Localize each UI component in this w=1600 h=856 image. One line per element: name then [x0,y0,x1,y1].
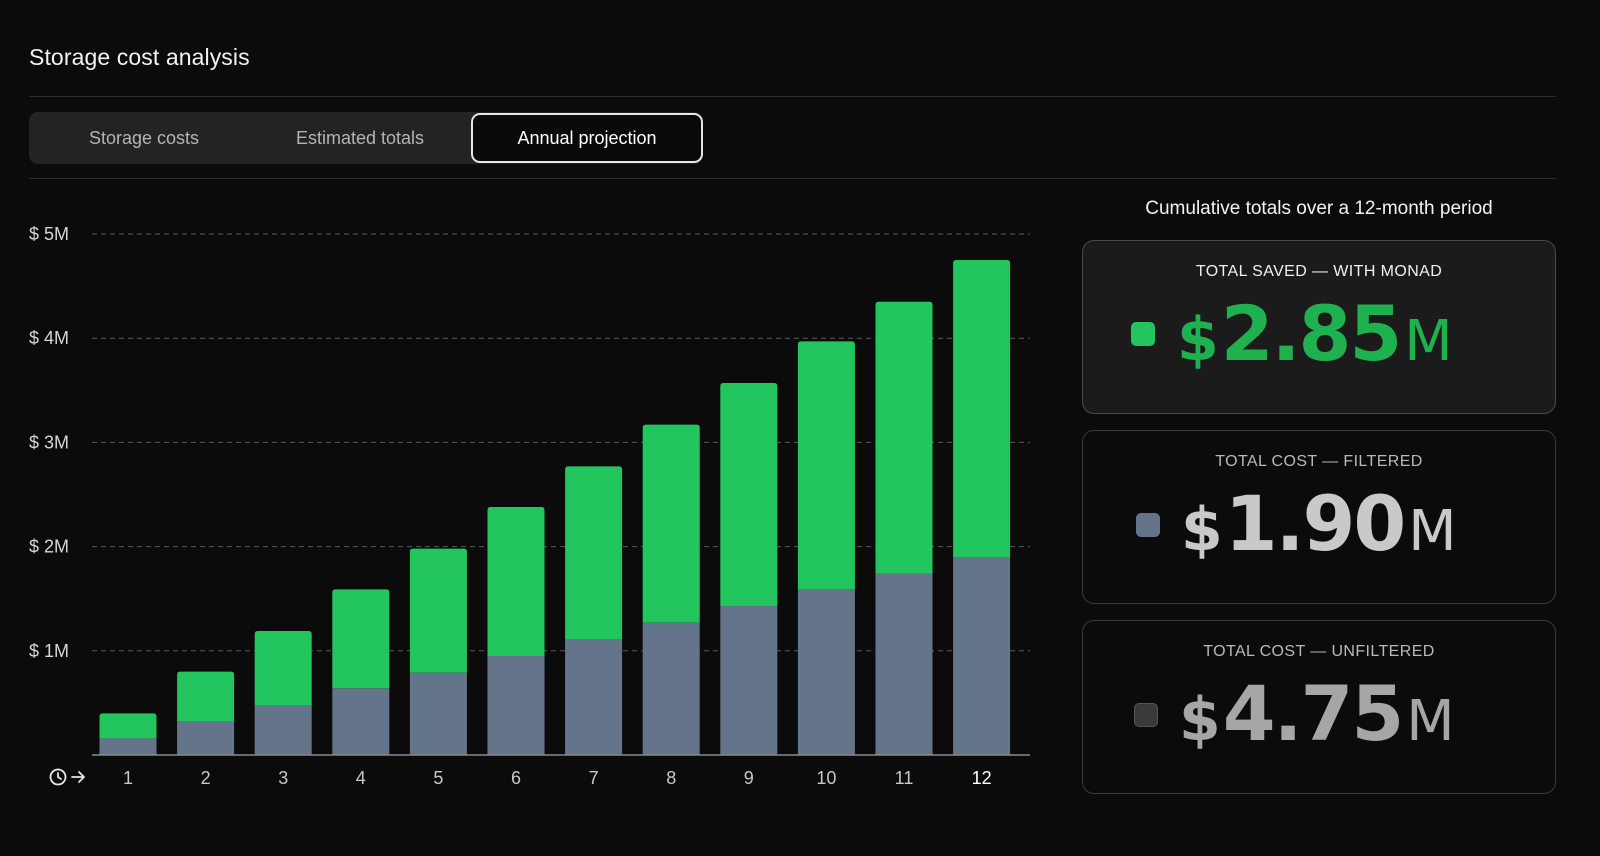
bar-segment-saved [953,260,1011,558]
legend-swatch-filtered [1136,513,1160,537]
card-total-cost-unfiltered: TOTAL COST — UNFILTERED $ 4.75 M [1082,620,1556,794]
x-tick-label: 7 [589,768,599,788]
bar-segment-saved [177,671,235,722]
currency-symbol: $ [1181,495,1223,565]
amount-unit: M [1406,689,1455,754]
bar-segment-saved [254,631,312,705]
tab-annual-projection[interactable]: Annual projection [471,113,703,163]
legend-swatch-unfiltered [1134,703,1158,727]
tab-estimated-totals[interactable]: Estimated totals [295,127,425,148]
x-tick-label: 5 [433,768,443,788]
x-tick-label: 12 [972,768,992,788]
card-total-cost-filtered: TOTAL COST — FILTERED $ 1.90 M [1082,430,1556,604]
y-tick-label: $ 1M [29,641,69,661]
bar-segment-filtered [254,704,312,755]
bar-segment-filtered [332,688,390,755]
x-tick-label: 1 [123,768,133,788]
bar-segment-filtered [177,721,235,755]
bar-segment-filtered [953,557,1011,755]
y-tick-label: $ 3M [29,432,69,452]
currency-symbol: $ [1179,685,1221,755]
bar-segment-filtered [797,589,855,755]
bar-segment-saved [409,548,467,673]
amount-unit: M [1408,499,1457,564]
tab-storage-costs[interactable]: Storage costs [88,127,200,148]
card-label: TOTAL COST — UNFILTERED [1203,643,1435,660]
bar-segment-saved [642,424,700,623]
bar-segment-saved [99,713,157,739]
amount-value: $ 4.75 M [1179,669,1455,759]
y-tick-label: $ 5M [29,224,69,244]
amount-number: 1.90 [1224,479,1407,568]
clock-arrow-icon [49,768,85,786]
x-tick-label: 6 [511,768,521,788]
amount-unit: M [1404,309,1453,374]
tabs-divider [29,178,1556,179]
summary-title: Cumulative totals over a 12-month period [1145,198,1493,219]
legend-swatch-saved [1131,322,1155,346]
x-tick-label: 3 [278,768,288,788]
card-label: TOTAL SAVED — WITH MONAD [1195,263,1443,280]
bar-segment-filtered [875,573,933,755]
x-tick-label: 10 [816,768,836,788]
amount-number: 2.85 [1220,289,1403,378]
bar-segment-saved [797,341,855,590]
x-tick-label: 4 [356,768,366,788]
bar-segment-filtered [99,738,157,755]
bar-segment-saved [332,589,390,689]
tab-bar: Storage costs Estimated totals Annual pr… [29,112,703,164]
x-tick-label: 2 [201,768,211,788]
bar-segment-saved [487,507,545,657]
header-divider [29,96,1556,97]
x-tick-label: 11 [895,768,914,788]
y-tick-label: $ 2M [29,537,69,557]
x-tick-label: 9 [744,768,754,788]
card-label: TOTAL COST — FILTERED [1215,453,1423,470]
y-tick-label: $ 4M [29,328,69,348]
card-total-saved: TOTAL SAVED — WITH MONAD $ 2.85 M [1082,240,1556,414]
stacked-bar-chart: $ 1M$ 2M$ 3M$ 4M$ 5M1 2 3 4 5 6 7 8 9 10 11 12 [29,224,1030,788]
bar-segment-filtered [409,672,467,755]
x-tick-label: 8 [666,768,676,788]
amount-value: $ 1.90 M [1181,479,1457,569]
bar-segment-filtered [487,656,545,755]
bar-segment-filtered [565,639,623,755]
amount-number: 4.75 [1222,669,1405,758]
amount-value: $ 2.85 M [1177,289,1453,379]
bar-segment-filtered [642,622,700,755]
bar-segment-saved [875,301,933,574]
bar-segment-saved [720,383,778,606]
currency-symbol: $ [1177,305,1219,375]
page-title: Storage cost analysis [29,44,250,70]
bar-segment-saved [565,466,623,640]
bar-segment-filtered [720,605,778,755]
